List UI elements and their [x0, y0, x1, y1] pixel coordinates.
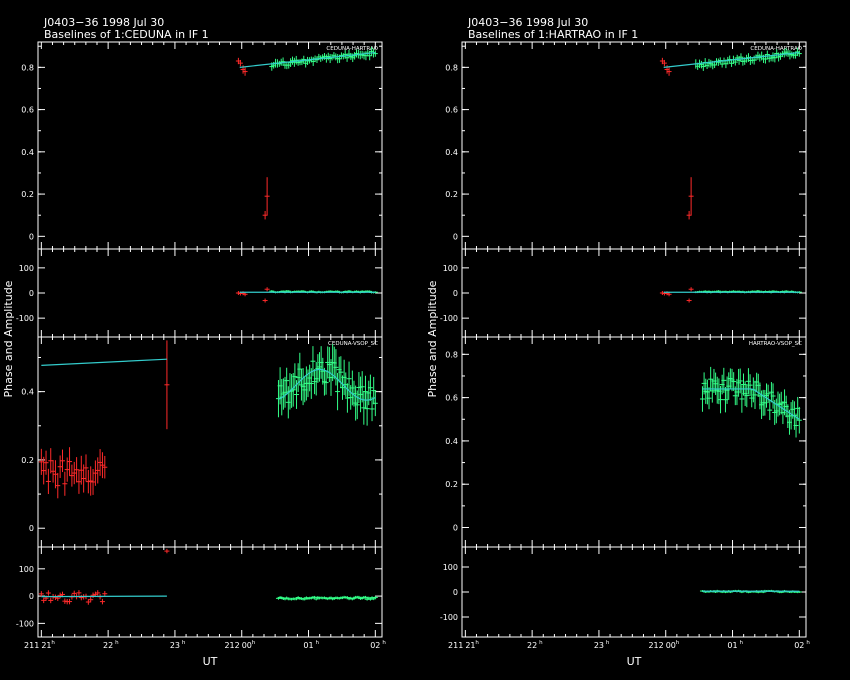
time-tick-hour: 00 — [242, 641, 252, 650]
time-tick-day: 211 — [24, 641, 39, 650]
time-tick-unit: h — [606, 640, 610, 646]
time-tick-hour: 01 — [303, 641, 313, 650]
baseline-label: CEDUNA-VSOP_SC — [328, 341, 378, 347]
time-tick-hour: 21 — [465, 641, 475, 650]
phase-tick-label: 0 — [29, 592, 34, 601]
amp-tick-label: 0.8 — [445, 350, 458, 359]
amp-tick-label: 0.2 — [445, 480, 458, 489]
phase-tick-label: 100 — [19, 264, 34, 273]
time-tick-hour: 23 — [594, 641, 604, 650]
time-tick-unit: h — [182, 640, 186, 646]
amp-tick-label: 0.6 — [445, 394, 458, 403]
amp-tick-label: 0.2 — [21, 190, 34, 199]
amp-tick-label: 0.8 — [445, 63, 458, 72]
time-tick-unit: h — [51, 640, 55, 646]
amp-tick-label: 0.6 — [445, 106, 458, 115]
time-tick-hour: 02 — [370, 641, 380, 650]
x-axis-label: UT — [627, 655, 642, 668]
phase-tick-label: 100 — [443, 563, 458, 572]
amp-tick-label: 0.8 — [21, 63, 34, 72]
amplitude-frame — [461, 336, 807, 548]
amp-tick-label: 0 — [29, 524, 34, 533]
baseline-panel: HARTRAO-VSOP_SC 0 0.2 0.4 0.6 0.8 -100 0 100 — [440, 336, 807, 638]
phase-tick-label: 100 — [443, 264, 458, 273]
time-tick-hour: 21 — [41, 641, 51, 650]
amp-tick-label: 0 — [453, 524, 458, 533]
baseline-label: CEDUNA-HARTRAO — [326, 46, 378, 52]
model-amp-line — [239, 51, 376, 68]
model-phase-line — [41, 595, 167, 598]
model-amp-line — [663, 51, 800, 68]
phase-tick-label: -100 — [16, 314, 34, 323]
time-tick-unit: h — [740, 640, 744, 646]
amp-tick-label: 0.2 — [21, 456, 34, 465]
phase-tick-label: 0 — [453, 289, 458, 298]
model-amp-curve — [278, 368, 376, 401]
amplitude-frame — [37, 336, 383, 548]
amp-tick-label: 0.6 — [21, 106, 34, 115]
time-tick-day: 212 — [224, 641, 239, 650]
phase-frame — [461, 248, 807, 338]
phase-tick-label: 0 — [453, 588, 458, 597]
phase-tick-label: 0 — [29, 289, 34, 298]
baseline-label: CEDUNA-HARTRAO — [750, 46, 802, 52]
time-tick-unit: h — [806, 640, 810, 646]
baseline-label: HARTRAO-VSOP_SC — [749, 341, 802, 347]
time-tick-hour: 23 — [170, 641, 180, 650]
phase-tick-label: -100 — [440, 314, 458, 323]
phase-frame — [37, 546, 383, 638]
time-tick-unit: h — [676, 640, 680, 646]
phase-tick-label: 100 — [19, 565, 34, 574]
amplitude-frame — [461, 41, 807, 250]
y-axis-label: Phase and Amplitude — [426, 280, 439, 397]
time-tick-unit: h — [316, 640, 320, 646]
time-tick-hour: 01 — [727, 641, 737, 650]
time-tick-hour: 22 — [527, 641, 537, 650]
time-tick-unit: h — [475, 640, 479, 646]
plot-subtitle: Baselines of 1:HARTRAO in IF 1 — [468, 28, 638, 41]
time-tick-unit: h — [539, 640, 543, 646]
amplitude-frame — [37, 41, 383, 250]
amp-tick-label: 0.2 — [445, 190, 458, 199]
time-tick-hour: 02 — [794, 641, 804, 650]
phase-tick-label: -100 — [440, 613, 458, 622]
plot-title: J0403−36 1998 Jul 30 — [43, 16, 164, 29]
phase-tick-label: -100 — [16, 619, 34, 628]
amp-tick-label: 0 — [29, 232, 34, 241]
time-tick-unit: h — [252, 640, 256, 646]
time-tick-unit: h — [382, 640, 386, 646]
baseline-panel: CEDUNA-HARTRAO 0 0.2 0.4 0.6 0.8 -100 0 100 — [440, 41, 807, 338]
amp-tick-label: 0.4 — [445, 437, 458, 446]
time-tick-hour: 22 — [103, 641, 113, 650]
x-axis-label: UT — [203, 655, 218, 668]
amp-tick-label: 0 — [453, 232, 458, 241]
plot-title: J0403−36 1998 Jul 30 — [467, 16, 588, 29]
plot-subtitle: Baselines of 1:CEDUNA in IF 1 — [44, 28, 209, 41]
time-tick-hour: 00 — [666, 641, 676, 650]
time-tick-day: 211 — [448, 641, 463, 650]
baseline-panel: CEDUNA-HARTRAO 0 0.2 0.4 0.6 0.8 -100 0 100 — [16, 41, 383, 338]
baseline-panel: CEDUNA-VSOP_SC 0 0.2 0.4 -100 0 100 — [16, 336, 383, 638]
amp-tick-label: 0.4 — [21, 388, 34, 397]
model-amp-curve — [702, 388, 800, 420]
time-tick-unit: h — [115, 640, 119, 646]
y-axis-label: Phase and Amplitude — [2, 280, 15, 397]
model-amp-line — [41, 358, 167, 366]
amp-tick-label: 0.4 — [445, 148, 458, 157]
time-tick-day: 212 — [648, 641, 663, 650]
amp-tick-label: 0.4 — [21, 148, 34, 157]
phase-frame — [37, 248, 383, 338]
